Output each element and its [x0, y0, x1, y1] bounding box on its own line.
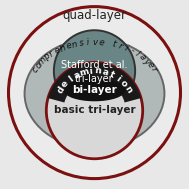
Wedge shape [48, 62, 141, 102]
Text: a: a [101, 67, 109, 77]
Text: y: y [141, 56, 152, 66]
Ellipse shape [25, 39, 164, 148]
Text: n: n [123, 84, 134, 95]
Text: d: d [55, 84, 66, 95]
Circle shape [54, 30, 135, 112]
Text: o: o [33, 60, 44, 70]
Text: r: r [117, 41, 124, 51]
Text: e: e [65, 41, 73, 51]
Text: v: v [92, 38, 97, 47]
Text: a: a [137, 52, 147, 62]
Text: r: r [48, 49, 56, 58]
Text: l: l [67, 74, 75, 83]
Text: -: - [128, 46, 136, 55]
Text: Stafford et al.: Stafford et al. [61, 60, 128, 70]
Text: e: e [145, 60, 156, 70]
Circle shape [9, 7, 180, 179]
Text: e: e [53, 46, 62, 56]
Text: s: s [78, 38, 84, 48]
Circle shape [46, 62, 143, 159]
Text: a: a [72, 70, 82, 80]
Text: e: e [60, 78, 71, 89]
Text: t: t [111, 40, 117, 49]
Text: i: i [86, 38, 90, 47]
Text: p: p [42, 52, 52, 62]
Text: h: h [58, 43, 67, 53]
Text: t: t [108, 70, 116, 80]
Text: l: l [133, 50, 141, 58]
Text: tri-layer: tri-layer [75, 74, 114, 84]
Text: n: n [94, 66, 102, 76]
Text: quad-layer: quad-layer [63, 9, 126, 22]
Text: i: i [123, 44, 129, 53]
Text: e: e [98, 38, 104, 47]
Text: r: r [149, 66, 159, 73]
Text: i: i [114, 74, 122, 83]
Text: i: i [89, 66, 93, 76]
Text: basic tri-layer: basic tri-layer [54, 105, 135, 115]
Text: o: o [118, 78, 129, 89]
Text: n: n [71, 39, 79, 50]
Text: m: m [78, 67, 89, 78]
Text: m: m [36, 55, 49, 67]
Text: c: c [30, 65, 40, 74]
Text: bi-layer: bi-layer [72, 85, 117, 95]
Ellipse shape [63, 79, 126, 101]
